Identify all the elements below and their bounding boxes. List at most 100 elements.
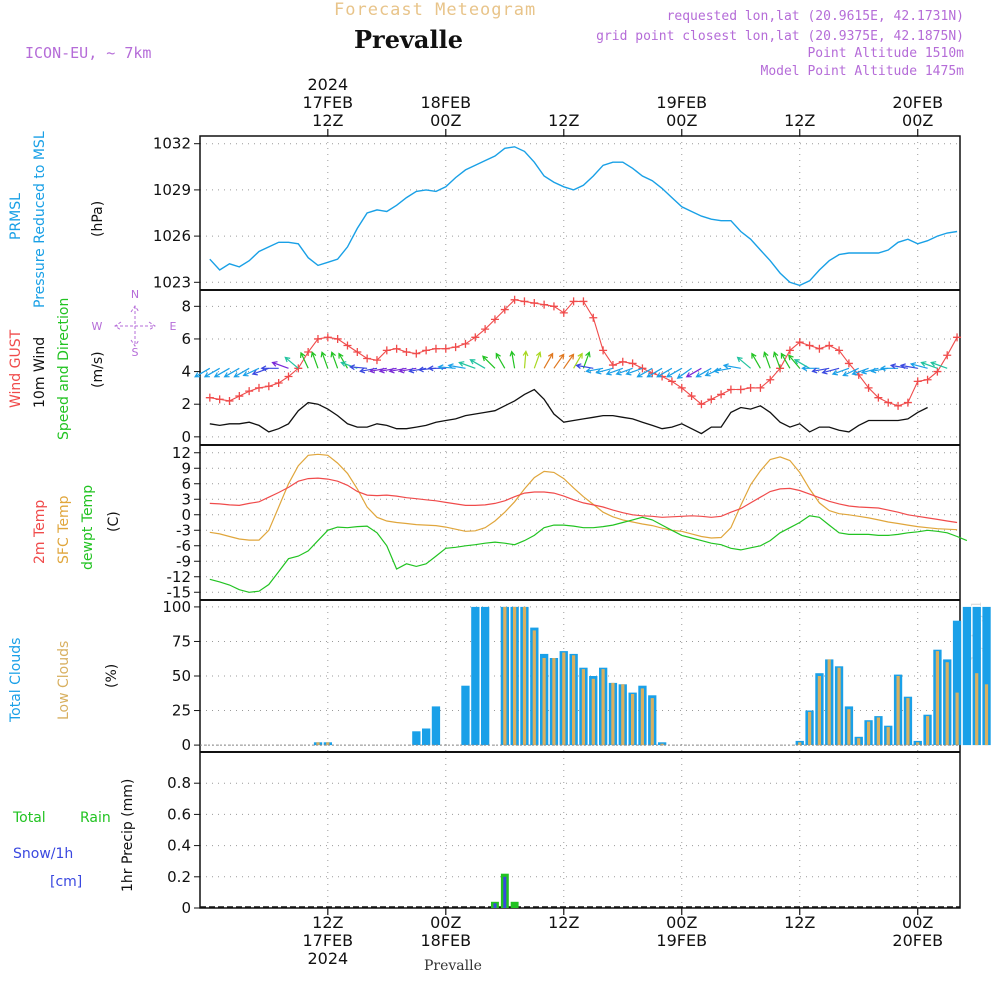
wind-direction-arrow xyxy=(889,363,909,369)
low-clouds-bar xyxy=(896,676,900,746)
wind-gust-marker xyxy=(805,341,814,350)
low-clouds-bar xyxy=(984,684,989,746)
wind-gust-marker xyxy=(372,356,381,365)
y-tick-label: 6 xyxy=(181,475,191,493)
wind-gust-marker xyxy=(422,346,431,355)
wind-gust-marker xyxy=(746,383,755,392)
low-clouds-bar xyxy=(621,684,625,746)
total-clouds-bar xyxy=(962,606,972,746)
wind-gust-marker xyxy=(353,348,362,356)
low-clouds-bar xyxy=(955,692,959,746)
wind-gust-marker xyxy=(894,401,903,410)
low-clouds-bar xyxy=(503,606,507,746)
x-tick-label-top: 19FEB xyxy=(656,93,707,112)
wind-gust-marker xyxy=(313,334,322,343)
wind-gust-marker xyxy=(697,400,706,409)
low-clouds-bar xyxy=(945,662,949,746)
wind-gust-marker xyxy=(608,361,617,370)
wind-direction-arrow xyxy=(482,355,496,369)
low-clouds-bar xyxy=(926,716,930,746)
x-tick-label-bottom: 00Z xyxy=(902,913,933,932)
wind-gust-marker xyxy=(726,385,735,394)
wind-direction-arrow xyxy=(751,352,761,369)
wind-direction-arrow xyxy=(582,351,591,369)
wind-direction-arrow xyxy=(320,351,329,369)
wind-direction-arrow xyxy=(447,363,466,369)
x-tick-label-bottom: 12Z xyxy=(784,913,815,932)
wind-gust-marker xyxy=(717,390,726,399)
wind-gust-marker xyxy=(864,383,873,392)
y-tick-label: -12 xyxy=(167,568,192,586)
wind-gust-marker xyxy=(245,387,254,396)
x-tick-label-bottom: 20FEB xyxy=(892,931,943,950)
wind-direction-arrow xyxy=(695,367,712,378)
x-tick-label-bottom: 19FEB xyxy=(656,931,707,950)
wind-direction-arrow xyxy=(408,367,427,374)
wind-direction-arrow xyxy=(787,354,801,369)
forecast-meteogram-title: Forecast Meteogram xyxy=(334,0,537,20)
low-clouds-bar xyxy=(601,669,605,746)
wind-gust-marker xyxy=(933,367,942,376)
wind-gust-marker xyxy=(736,385,745,394)
precip-snow-unit-label: [cm] xyxy=(50,874,83,890)
wind-direction-arrow xyxy=(793,359,810,369)
low-clouds-bar xyxy=(837,667,841,746)
wind-direction-arrow xyxy=(585,367,604,374)
low-clouds-bar xyxy=(650,698,654,746)
wind-gust-marker xyxy=(579,297,588,306)
compass-east: E xyxy=(170,320,177,333)
y-tick-label: 4 xyxy=(181,363,191,381)
temp-sfc-line xyxy=(209,453,958,541)
y-tick-label: 2 xyxy=(181,395,191,413)
wind-gust-marker xyxy=(225,396,234,405)
wind-direction-arrow xyxy=(676,367,692,379)
wind-gust-marker xyxy=(913,377,922,386)
wind-direction-arrow xyxy=(427,365,446,372)
low-clouds-bar xyxy=(640,688,644,746)
y-tick-label: 50 xyxy=(172,667,191,685)
wind-direction-arrow xyxy=(388,367,407,374)
y-tick-label: 100 xyxy=(162,598,191,616)
wind-direction-arrow xyxy=(851,367,869,376)
wind-direction-arrow xyxy=(722,363,741,369)
wind-gust-marker xyxy=(304,348,313,356)
y-tick-label: 0 xyxy=(181,899,191,917)
low-clouds-bar xyxy=(326,742,330,746)
total-clouds-bar xyxy=(461,685,470,746)
low-clouds-bar xyxy=(562,652,566,746)
wind-direction-arrow xyxy=(573,352,583,369)
wind-direction-arrow xyxy=(712,367,732,374)
wind-direction-arrow xyxy=(763,351,771,369)
wind-gust-marker xyxy=(677,383,686,392)
low-clouds-bar xyxy=(542,658,546,746)
compass-west: W xyxy=(92,320,103,333)
wind-direction-arrow xyxy=(615,367,633,376)
y-tick-label: 0 xyxy=(181,428,191,446)
y-tick-label: 0.4 xyxy=(167,837,191,855)
low-clouds-bar xyxy=(532,630,536,746)
wind-direction-arrow xyxy=(563,353,575,369)
wind-gust-marker xyxy=(638,364,647,373)
wind-direction-arrow xyxy=(284,356,299,369)
grid-point-coordinates: grid point closest lon,lat (20.9375E, 42… xyxy=(596,29,964,44)
low-clouds-bar xyxy=(581,669,585,746)
y-tick-label: 0 xyxy=(181,506,191,524)
wind-gust-marker xyxy=(294,364,303,373)
wind-gust-marker xyxy=(530,299,539,308)
low-clouds-bar xyxy=(876,717,880,746)
precip-total-label: Total xyxy=(13,810,46,826)
wind-gust-marker xyxy=(363,354,372,363)
y-tick-label: 1026 xyxy=(153,227,191,245)
y-tick-label: 0.2 xyxy=(167,868,191,886)
wind-gust-marker xyxy=(284,372,293,381)
wind-direction-arrow xyxy=(736,356,751,369)
wind-direction-arrow xyxy=(665,367,683,378)
wind-direction-arrow xyxy=(368,367,387,374)
wind-gust-marker xyxy=(402,348,411,356)
wind-gust-marker xyxy=(776,364,785,373)
wind-direction-arrow xyxy=(203,367,220,378)
low-clouds-bar xyxy=(817,676,821,746)
total-clouds-bar xyxy=(952,620,962,746)
low-clouds-bar xyxy=(316,742,320,746)
